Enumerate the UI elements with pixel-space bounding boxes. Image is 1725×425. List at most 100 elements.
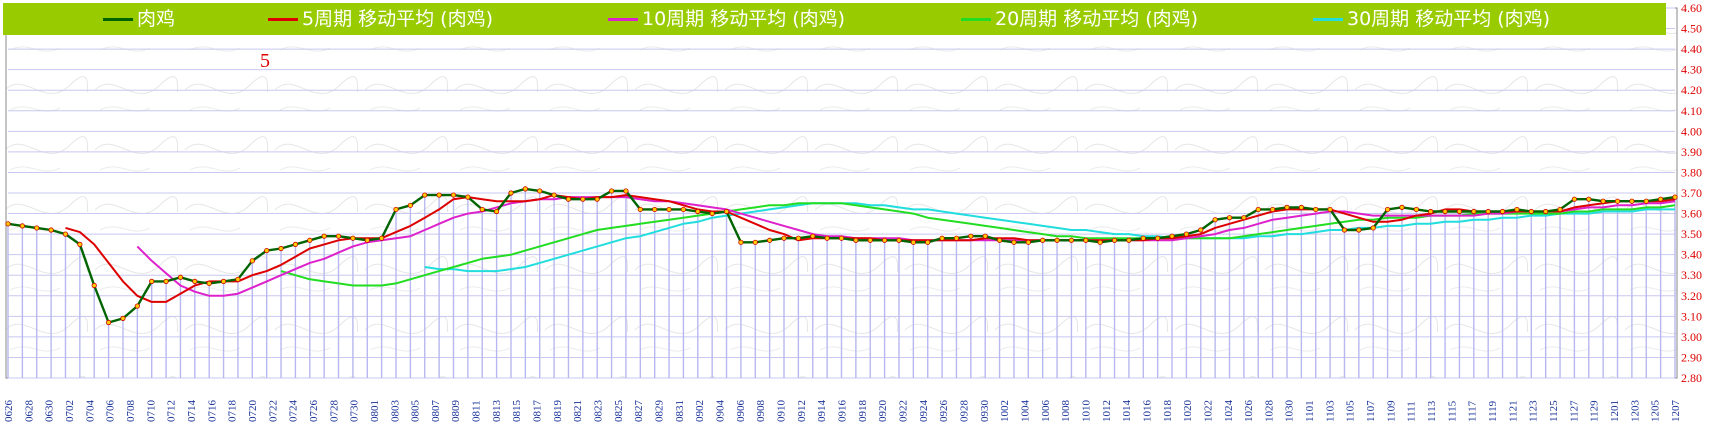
price-point	[120, 315, 126, 321]
x-tick-label: 1010	[1080, 400, 1092, 423]
price-point	[1040, 237, 1046, 243]
price-point	[594, 196, 600, 202]
price-point	[77, 241, 83, 247]
price-point	[1169, 233, 1175, 239]
price-point	[1356, 227, 1362, 233]
price-point	[709, 210, 715, 217]
legend-label-price: 肉鸡	[137, 8, 176, 30]
price-point	[910, 239, 916, 245]
x-tick-label: 0726	[308, 400, 320, 423]
y-tick-label: 3.20	[1681, 289, 1702, 303]
price-point	[479, 206, 485, 213]
x-tick-label: 0910	[776, 400, 788, 423]
x-tick-label: 1115	[1446, 400, 1458, 422]
price-point	[1370, 225, 1376, 231]
x-tick-label: 0702	[64, 400, 76, 422]
price-point	[177, 274, 184, 280]
price-point	[1212, 217, 1218, 223]
x-tick-label: 1018	[1162, 400, 1174, 423]
x-tick-label: 0809	[450, 400, 462, 423]
price-point	[1643, 198, 1649, 204]
x-tick-label: 1123	[1528, 400, 1540, 422]
y-tick-label: 4.50	[1681, 22, 1702, 36]
x-tick-label: 0730	[349, 400, 361, 423]
price-point	[134, 303, 140, 309]
price-point	[264, 247, 270, 254]
x-tick-label: 0914	[816, 400, 828, 423]
price-point	[695, 208, 701, 215]
price-point	[1183, 231, 1189, 237]
price-point	[292, 241, 299, 247]
price-point	[62, 231, 69, 237]
x-tick-label: 0813	[491, 399, 503, 422]
y-tick-label: 3.90	[1681, 145, 1702, 159]
price-point	[996, 237, 1003, 243]
price-point	[781, 235, 787, 241]
x-tick-label: 1030	[1284, 400, 1296, 423]
price-point	[752, 239, 758, 245]
y-tick-label: 4.40	[1681, 42, 1702, 56]
price-point	[1629, 198, 1635, 204]
price-point	[1557, 206, 1563, 213]
y-tick-label: 3.40	[1681, 248, 1702, 262]
price-point	[1485, 208, 1491, 215]
price-point	[1083, 237, 1089, 243]
price-point	[824, 235, 830, 241]
price-point	[19, 223, 25, 229]
y-tick-label: 4.00	[1681, 124, 1702, 138]
price-point	[1054, 237, 1060, 243]
x-tick-label: 1101	[1304, 400, 1316, 422]
x-tick-label: 0912	[796, 400, 808, 422]
price-point	[1614, 198, 1621, 204]
x-tick-label: 0827	[633, 400, 645, 423]
x-tick-label: 1004	[1019, 400, 1031, 423]
price-point	[1658, 196, 1664, 202]
x-tick-label: 0926	[938, 400, 950, 423]
price-point	[249, 258, 255, 264]
price-point	[465, 194, 471, 200]
x-tick-label: 1006	[1040, 400, 1052, 423]
chart-annotation: 5	[260, 50, 270, 72]
price-point	[1198, 227, 1204, 233]
x-tick-label: 1028	[1263, 400, 1275, 423]
x-tick-label: 1008	[1060, 400, 1072, 423]
price-point	[206, 280, 212, 287]
price-point	[838, 235, 845, 241]
price-point	[1528, 208, 1534, 215]
price-point	[1327, 206, 1333, 213]
x-tick-label: 0908	[755, 400, 767, 423]
x-tick-label: 0805	[410, 400, 422, 423]
x-tick-label: 0718	[227, 400, 239, 423]
price-point	[580, 196, 586, 202]
y-tick-label: 2.80	[1681, 371, 1702, 385]
x-tick-label: 0823	[593, 400, 605, 423]
price-point	[882, 237, 888, 243]
price-point	[1241, 215, 1247, 221]
price-point	[1226, 215, 1233, 221]
x-tick-label: 1014	[1121, 400, 1133, 423]
price-point	[1413, 206, 1419, 213]
x-tick-label: 1205	[1650, 400, 1662, 423]
x-tick-label: 0801	[369, 400, 381, 422]
x-tick-label: 1119	[1487, 400, 1499, 422]
price-point	[350, 235, 356, 241]
x-tick-label: 1109	[1385, 400, 1397, 422]
price-point	[1672, 194, 1678, 200]
price-point	[853, 237, 859, 243]
legend-swatch-ma20	[961, 18, 991, 21]
price-point	[1399, 204, 1405, 210]
x-tick-label: 0716	[206, 400, 218, 423]
price-point	[1255, 206, 1261, 213]
price-point	[1011, 239, 1017, 245]
price-point	[896, 237, 902, 243]
x-tick-label: 1026	[1243, 400, 1255, 423]
y-tick-label: 3.10	[1681, 309, 1702, 323]
x-tick-label: 0916	[837, 400, 849, 423]
x-tick-label: 0706	[105, 400, 117, 423]
price-point	[335, 233, 342, 239]
y-tick-label: 3.00	[1681, 330, 1702, 344]
price-point	[767, 237, 773, 243]
volume-bars	[7, 188, 1676, 378]
price-point	[968, 233, 974, 239]
x-tick-label: 0815	[511, 400, 523, 423]
